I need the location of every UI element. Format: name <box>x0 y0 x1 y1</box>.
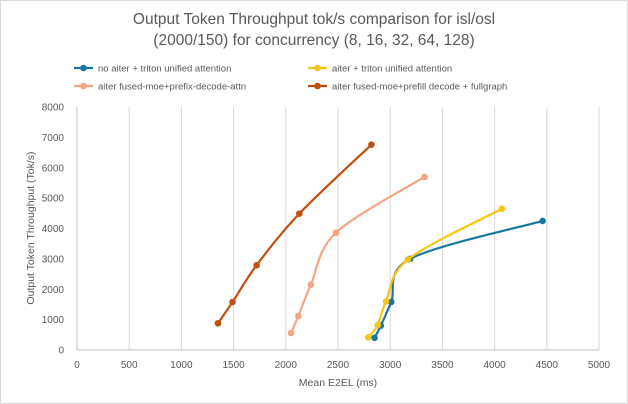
data-point <box>498 205 506 213</box>
data-point <box>287 329 295 337</box>
x-axis-title: Mean E2EL (ms) <box>299 377 377 389</box>
legend: no aiter + triton unified attention aiter… <box>74 64 507 93</box>
data-point <box>539 217 546 225</box>
legend-label: no aiter + triton unified attention <box>98 64 231 75</box>
x-tick-label: 1000 <box>170 360 193 371</box>
x-tick-label: 2500 <box>327 360 350 371</box>
data-point <box>295 312 302 320</box>
series-line-4 <box>216 143 373 325</box>
legend-item-3: aiter fused-moe+prefix-decode-attn <box>74 82 246 93</box>
series-line-1 <box>373 219 544 339</box>
data-point <box>421 173 428 181</box>
data-point <box>371 334 378 342</box>
x-tick-label: 1500 <box>222 360 245 371</box>
x-tick-label: 0 <box>74 360 80 371</box>
series-group <box>214 141 546 342</box>
legend-item-2: aiter + triton unified attention <box>308 64 452 75</box>
data-point <box>368 141 375 148</box>
data-point <box>382 298 390 305</box>
data-point <box>229 298 236 306</box>
data-point <box>214 319 222 327</box>
y-axis-title: Output Token Throughput (Tok/s) <box>25 151 37 304</box>
legend-label: aiter fused-moe+prefill decode + fullgra… <box>332 82 507 93</box>
gridlines <box>128 107 600 350</box>
y-tick-label: 0 <box>58 346 64 357</box>
y-tick-label: 6000 <box>42 163 65 174</box>
legend-item-1: no aiter + triton unified attention <box>74 64 231 75</box>
legend-label: aiter + triton unified attention <box>332 64 452 75</box>
legend-swatch-marker <box>80 82 87 90</box>
y-tick-label: 4000 <box>42 224 65 235</box>
x-tick-label: 4500 <box>536 360 559 371</box>
data-point <box>307 281 315 288</box>
y-tick-label: 8000 <box>42 103 65 114</box>
data-point <box>374 321 381 329</box>
x-tick-label: 3500 <box>431 360 454 371</box>
data-point <box>296 210 303 217</box>
legend-label: aiter fused-moe+prefix-decode-attn <box>98 82 246 93</box>
series-line-3 <box>289 175 426 335</box>
y-tick-label: 2000 <box>42 285 65 296</box>
data-point <box>253 261 260 269</box>
x-tick-label: 500 <box>121 360 138 371</box>
series-line-2 <box>367 207 504 339</box>
chart-title-line-2: (2000/150) for concurrency (8, 16, 32, 6… <box>153 32 474 49</box>
data-point <box>364 333 372 341</box>
data-point <box>332 229 340 237</box>
x-tick-label: 4000 <box>483 360 506 371</box>
legend-swatch-marker <box>80 64 87 72</box>
x-tick-label: 2000 <box>275 360 298 371</box>
y-tick-label: 1000 <box>42 315 65 326</box>
y-tick-label: 7000 <box>42 133 65 144</box>
x-tick-label: 3000 <box>379 360 402 371</box>
data-point <box>387 298 395 306</box>
axes: 0 500 1000 1500 2000 2500 3000 3500 4000 4500 5000… <box>42 103 611 372</box>
y-tick-label: 3000 <box>42 254 65 265</box>
x-tick-label: 5000 <box>588 360 611 371</box>
legend-swatch-marker <box>314 64 321 72</box>
data-point <box>404 256 412 263</box>
chart-title-line-1: Output Token Throughput tok/s comparison… <box>133 11 495 28</box>
y-tick-label: 5000 <box>42 194 65 205</box>
legend-item-4: aiter fused-moe+prefill decode + fullgra… <box>308 82 507 93</box>
legend-swatch-marker <box>314 82 321 90</box>
